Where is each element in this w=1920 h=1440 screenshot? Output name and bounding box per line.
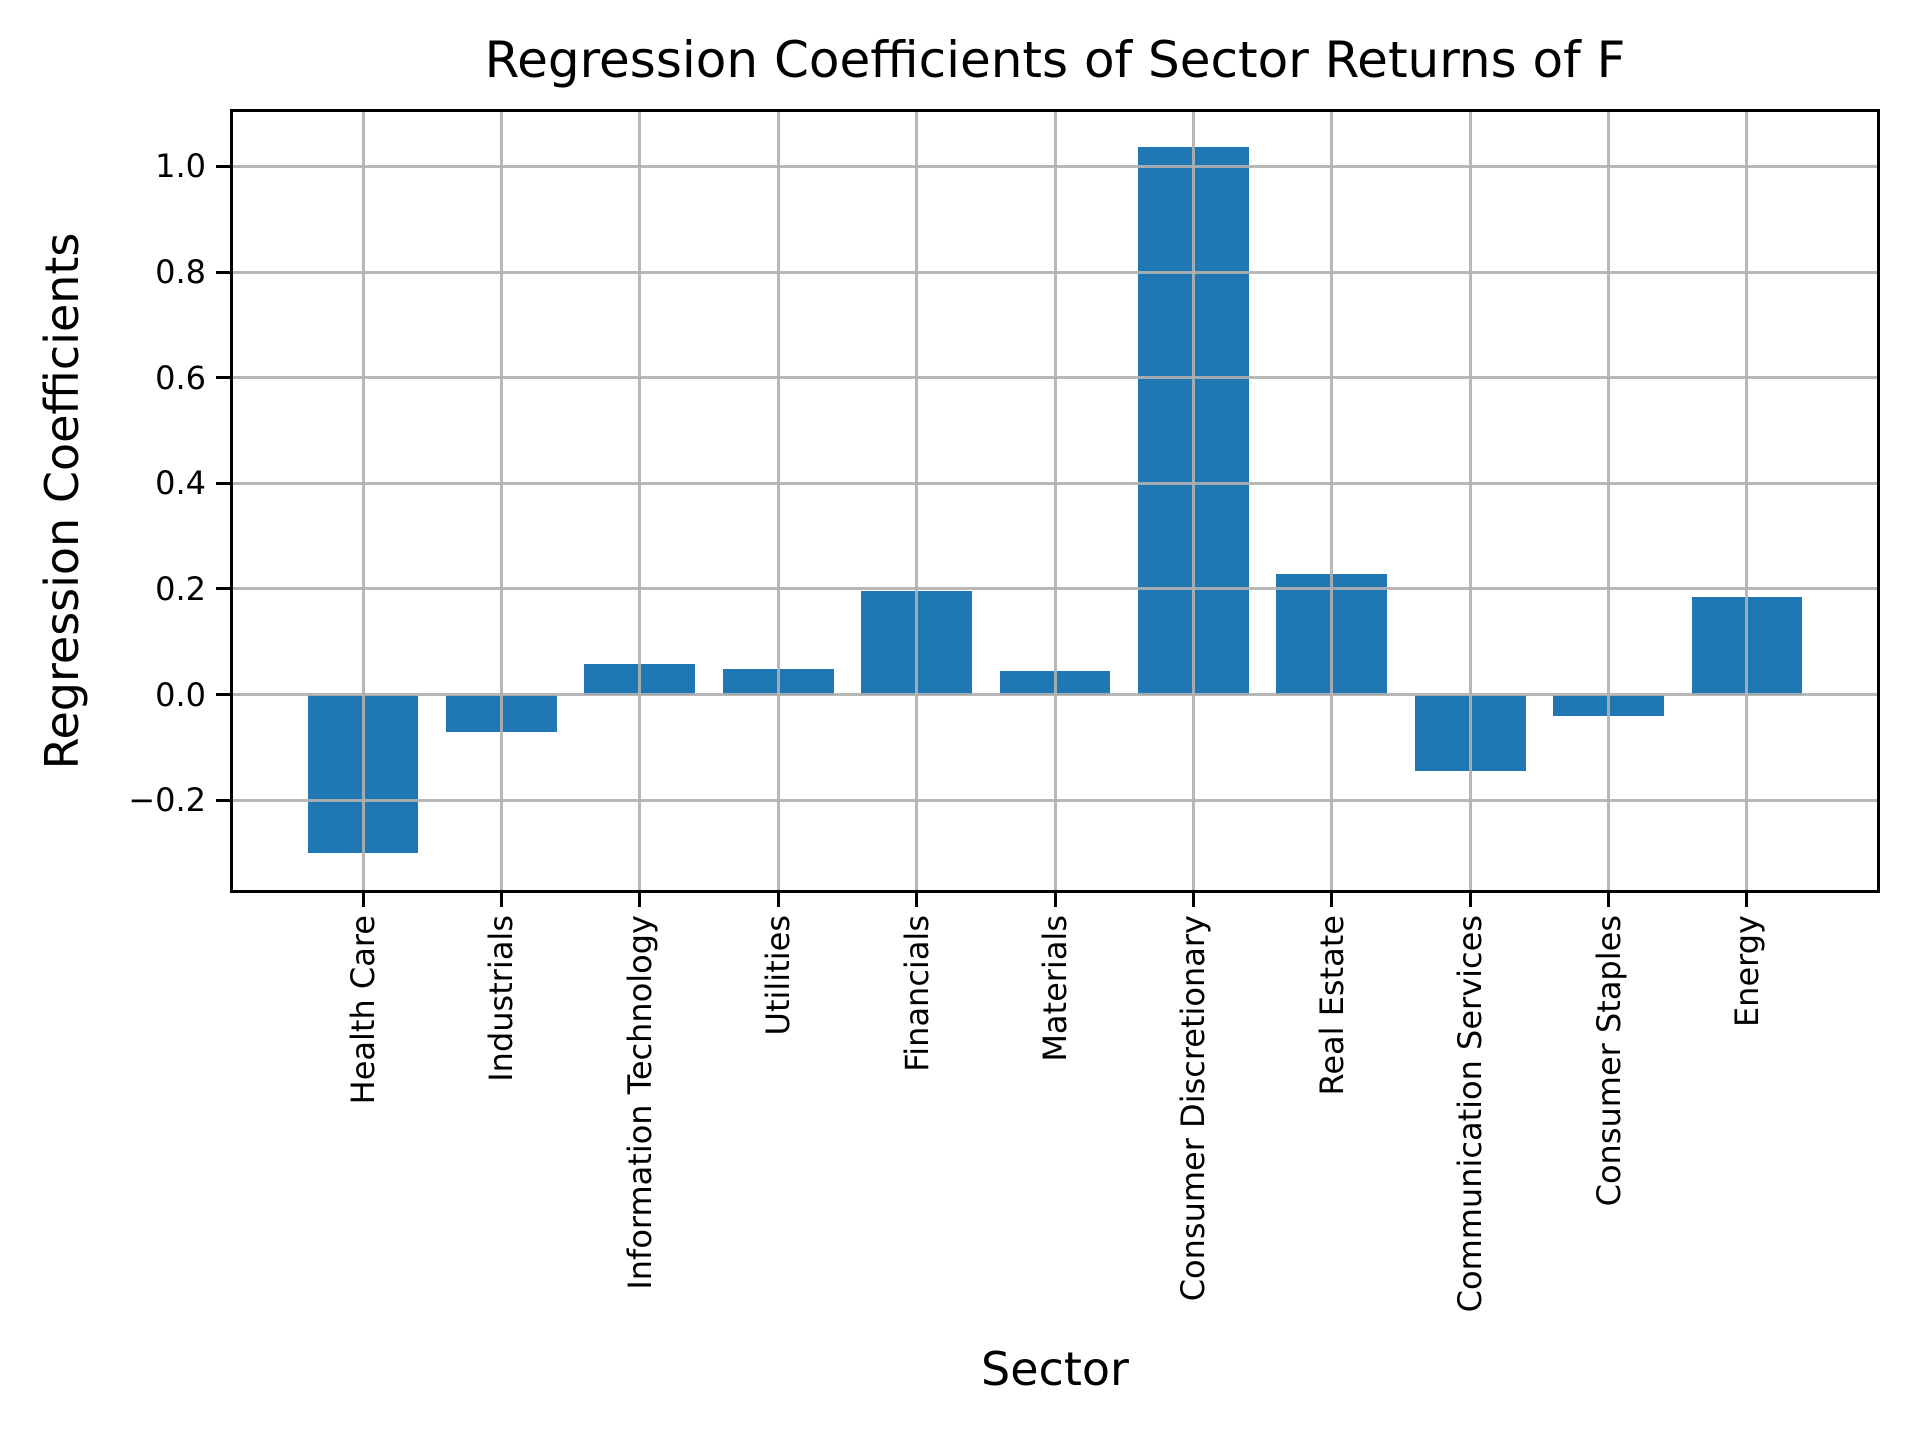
- x-tick-mark: [1468, 893, 1472, 907]
- x-tick-label-consumer-staples: Consumer Staples: [1589, 915, 1628, 1207]
- x-tick-label-utilities: Utilities: [759, 915, 798, 1036]
- v-gridline: [1191, 112, 1195, 890]
- y-tick-mark: [216, 270, 230, 274]
- x-tick-mark: [1330, 893, 1334, 907]
- v-gridline: [361, 112, 365, 890]
- y-tick-mark: [216, 693, 230, 697]
- x-tick-label-information-technology: Information Technology: [620, 915, 659, 1290]
- y-tick-label: 0.8: [155, 253, 206, 292]
- y-tick-label: 0.4: [155, 464, 206, 503]
- plot-area: [230, 109, 1880, 893]
- y-tick-mark: [216, 798, 230, 802]
- y-tick-mark: [216, 376, 230, 380]
- x-tick-label-energy: Energy: [1727, 915, 1766, 1028]
- x-tick-label-communication-services: Communication Services: [1451, 915, 1490, 1313]
- x-tick-mark: [499, 893, 503, 907]
- y-tick-label: 0.6: [155, 358, 206, 397]
- y-tick-mark: [216, 587, 230, 591]
- y-tick-mark: [216, 164, 230, 168]
- chart-title: Regression Coefficients of Sector Return…: [484, 31, 1626, 89]
- y-tick-label: −0.2: [128, 781, 206, 820]
- y-tick-mark: [216, 481, 230, 485]
- x-tick-mark: [915, 893, 919, 907]
- v-gridline: [1745, 112, 1749, 890]
- x-tick-mark: [776, 893, 780, 907]
- x-tick-mark: [1191, 893, 1195, 907]
- x-tick-label-health-care: Health Care: [344, 915, 383, 1105]
- y-tick-label: 0.2: [155, 569, 206, 608]
- v-gridline: [1053, 112, 1057, 890]
- x-tick-mark: [1053, 893, 1057, 907]
- v-gridline: [499, 112, 503, 890]
- x-tick-mark: [361, 893, 365, 907]
- x-tick-mark: [1745, 893, 1749, 907]
- x-tick-label-industrials: Industrials: [482, 915, 521, 1082]
- y-tick-label: 0.0: [155, 675, 206, 714]
- v-gridline: [1468, 112, 1472, 890]
- x-tick-label-consumer-discretionary: Consumer Discretionary: [1174, 915, 1213, 1302]
- v-gridline: [1330, 112, 1334, 890]
- v-gridline: [1607, 112, 1611, 890]
- x-tick-mark: [1607, 893, 1611, 907]
- v-gridline: [638, 112, 642, 890]
- v-gridline: [776, 112, 780, 890]
- x-tick-mark: [638, 893, 642, 907]
- x-tick-label-financials: Financials: [897, 915, 936, 1072]
- y-tick-label: 1.0: [155, 147, 206, 186]
- x-tick-label-materials: Materials: [1036, 915, 1074, 1062]
- v-gridline: [915, 112, 919, 890]
- x-tick-label-real-estate: Real Estate: [1312, 915, 1351, 1096]
- x-axis-label: Sector: [981, 1342, 1129, 1396]
